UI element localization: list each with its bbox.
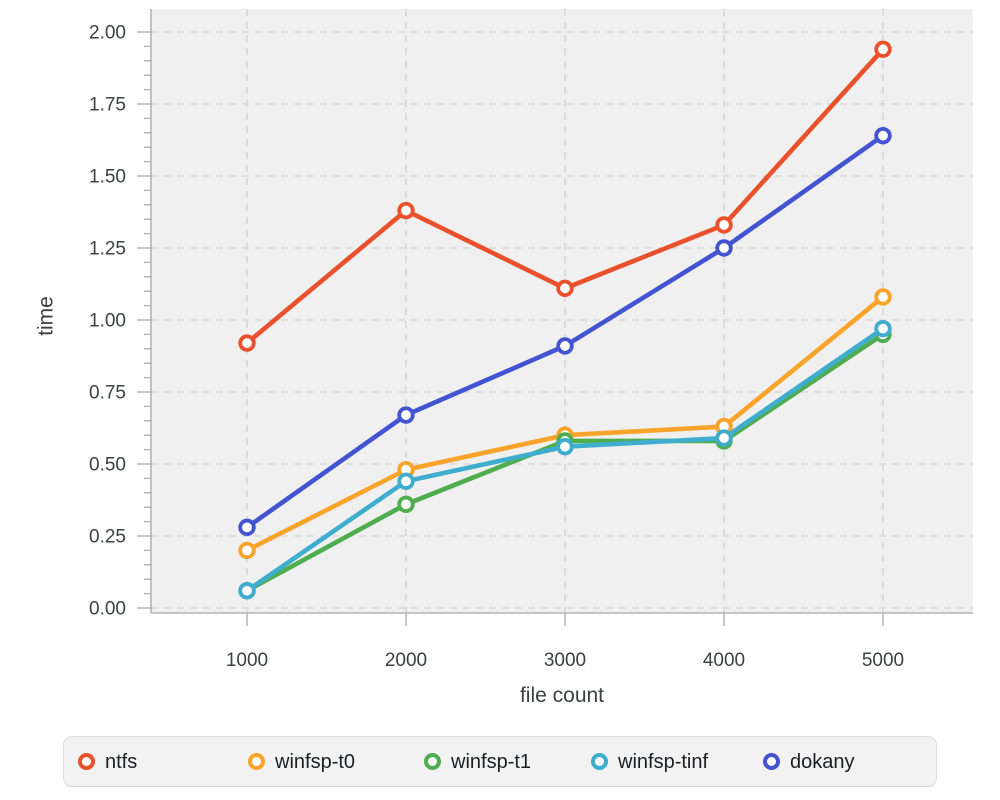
data-point-marker-ntfs [556, 279, 574, 298]
legend-item-winfsp-t0[interactable]: winfsp-t0 [248, 737, 355, 786]
data-point-marker-winfsp-t0 [238, 541, 256, 560]
x-tick-label: 1000 [226, 650, 268, 671]
data-point-marker-ntfs [874, 40, 892, 58]
data-point-marker-ntfs [715, 216, 733, 234]
data-point-marker-ntfs [397, 201, 415, 220]
data-point-marker-winfsp-t1 [397, 495, 415, 514]
legend-item-winfsp-t1[interactable]: winfsp-t1 [424, 737, 531, 786]
legend-item-ntfs[interactable]: ntfs [78, 737, 137, 786]
legend-marker-icon [591, 753, 608, 770]
legend-label: winfsp-t1 [451, 750, 532, 773]
legend-label: ntfs [105, 750, 138, 773]
x-tick-label: 5000 [862, 650, 904, 671]
legend-item-dokany[interactable]: dokany [763, 737, 855, 786]
data-point-marker-ntfs [238, 334, 256, 352]
y-tick-label: 1.00 [89, 311, 126, 332]
legend: ntfs winfsp-t0 winfsp-t1 winfsp-tinf dokany [63, 736, 937, 787]
y-tick-label: 0.25 [89, 527, 126, 548]
plot-background [151, 9, 973, 613]
legend-marker-icon [248, 753, 265, 770]
y-tick-label: 0.50 [89, 455, 126, 476]
data-point-marker-dokany [238, 518, 256, 537]
legend-item-winfsp-tinf[interactable]: winfsp-tinf [591, 737, 708, 786]
data-point-marker-winfsp-tinf [874, 319, 892, 338]
legend-label: winfsp-t0 [275, 750, 356, 773]
y-tick-label: 1.25 [89, 239, 126, 260]
y-tick-label: 0.75 [89, 383, 126, 404]
legend-label: dokany [790, 750, 855, 773]
data-point-marker-winfsp-tinf [715, 429, 733, 447]
x-tick-label: 3000 [544, 650, 586, 671]
data-point-marker-dokany [556, 337, 574, 355]
y-tick-label: 0.00 [89, 599, 126, 620]
line-chart: 0.00 0.25 0.50 0.75 1.00 1.25 1.50 1.75 2.00 1000… [34, 9, 973, 707]
data-point-marker-winfsp-tinf [556, 438, 574, 456]
legend-marker-icon [424, 753, 441, 770]
legend-label: winfsp-tinf [618, 750, 709, 773]
y-axis-title: time [34, 296, 57, 336]
data-point-marker-winfsp-tinf [397, 472, 415, 490]
x-tick-label: 2000 [385, 650, 427, 671]
x-tick-label: 4000 [703, 650, 745, 671]
legend-marker-icon [763, 753, 780, 770]
y-tick-label: 2.00 [89, 23, 126, 44]
data-point-marker-dokany [874, 126, 892, 145]
data-point-marker-winfsp-t0 [874, 288, 892, 306]
y-tick-label: 1.50 [89, 167, 126, 188]
y-tick-label: 1.75 [89, 95, 126, 116]
legend-marker-icon [78, 753, 95, 770]
data-point-marker-dokany [397, 406, 415, 424]
data-point-marker-winfsp-tinf [238, 582, 256, 600]
data-point-marker-dokany [715, 239, 733, 257]
x-axis-title: file count [520, 684, 604, 707]
chart-canvas: 0.00 0.25 0.50 0.75 1.00 1.25 1.50 1.75 2.00 1000… [34, 9, 973, 707]
